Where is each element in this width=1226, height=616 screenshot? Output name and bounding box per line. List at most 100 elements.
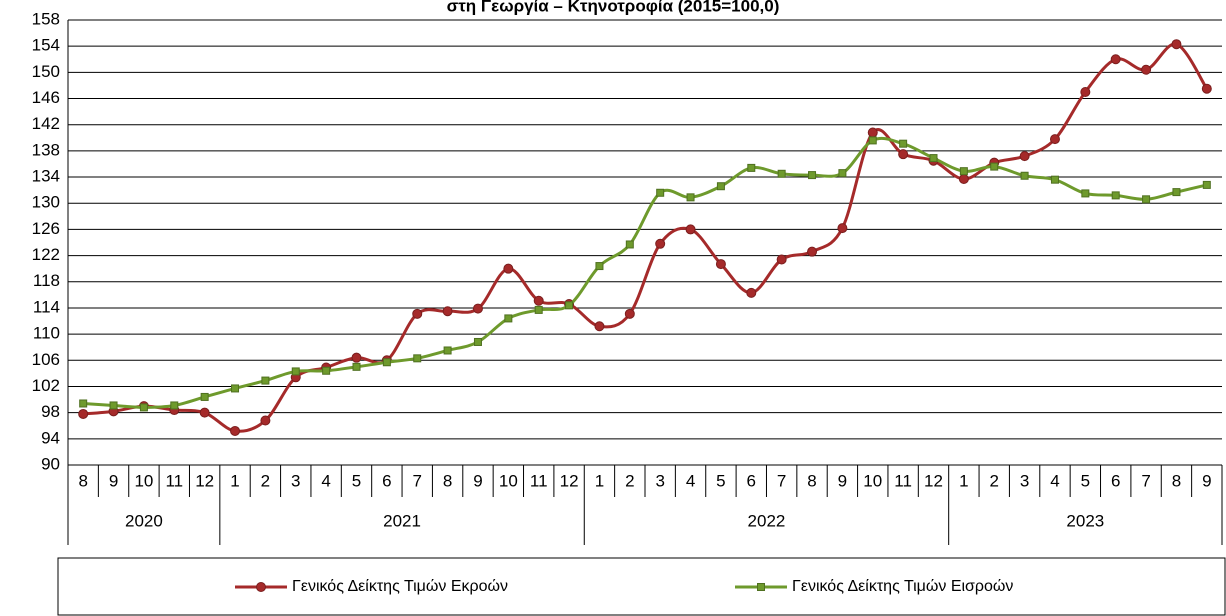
x-tick-label: 1 [230, 471, 239, 490]
x-tick-label: 3 [1020, 471, 1029, 490]
marker [959, 167, 968, 176]
legend-box [57, 557, 1226, 616]
y-tick-label: 122 [32, 245, 60, 264]
x-tick-label: 4 [686, 471, 695, 490]
marker [200, 392, 209, 401]
marker [899, 139, 908, 148]
marker [1172, 188, 1181, 197]
y-tick-label: 94 [41, 428, 60, 447]
x-tick-label: 12 [195, 471, 214, 490]
marker [170, 401, 179, 410]
marker [261, 376, 270, 385]
year-label: 2020 [125, 511, 163, 530]
marker [594, 321, 605, 332]
y-tick-label: 158 [32, 9, 60, 28]
marker [565, 301, 574, 310]
marker [1142, 195, 1151, 204]
marker [473, 337, 482, 346]
y-tick-label: 118 [33, 271, 60, 290]
marker [1081, 189, 1090, 198]
marker [260, 415, 271, 426]
x-tick-label: 9 [109, 471, 118, 490]
marker [757, 583, 765, 591]
x-tick-label: 2 [625, 471, 634, 490]
x-tick-label: 5 [716, 471, 725, 490]
y-tick-label: 138 [32, 140, 60, 159]
marker [1141, 64, 1152, 75]
marker [747, 163, 756, 172]
x-tick-label: 1 [595, 471, 604, 490]
x-tick-label: 2 [990, 471, 999, 490]
marker [807, 246, 818, 257]
y-tick-label: 102 [32, 376, 60, 395]
marker [808, 171, 817, 180]
marker [625, 240, 634, 249]
x-tick-label: 4 [321, 471, 330, 490]
marker [686, 193, 695, 202]
x-tick-label: 4 [1050, 471, 1059, 490]
x-tick-label: 12 [924, 471, 943, 490]
marker [503, 263, 514, 274]
y-tick-label: 110 [33, 324, 60, 343]
marker [472, 303, 483, 314]
x-tick-label: 6 [382, 471, 391, 490]
marker [231, 384, 240, 393]
marker [79, 399, 88, 408]
year-label: 2021 [383, 511, 421, 530]
x-tick-label: 7 [413, 471, 422, 490]
marker [351, 352, 362, 363]
marker [838, 169, 847, 178]
marker [1049, 134, 1060, 145]
x-tick-label: 8 [443, 471, 452, 490]
y-tick-label: 150 [32, 62, 60, 81]
x-tick-label: 3 [655, 471, 664, 490]
x-tick-label: 7 [1141, 471, 1150, 490]
marker [777, 169, 786, 178]
marker [352, 362, 361, 371]
marker [715, 259, 726, 270]
x-tick-label: 5 [1081, 471, 1090, 490]
marker [78, 408, 89, 419]
marker [746, 287, 757, 298]
marker [1201, 83, 1212, 94]
x-tick-label: 8 [78, 471, 87, 490]
x-tick-label: 9 [838, 471, 847, 490]
x-tick-label: 9 [473, 471, 482, 490]
x-tick-label: 9 [1202, 471, 1211, 490]
marker [1050, 175, 1059, 184]
marker [655, 238, 666, 249]
series-line [83, 136, 1208, 409]
marker [656, 188, 665, 197]
marker [1171, 39, 1182, 50]
x-tick-label: 11 [165, 471, 183, 490]
marker [534, 305, 543, 314]
marker [837, 223, 848, 234]
marker [533, 295, 544, 306]
marker [382, 358, 391, 367]
x-tick-label: 8 [807, 471, 816, 490]
x-tick-label: 10 [134, 471, 153, 490]
y-tick-label: 98 [41, 402, 60, 421]
marker [716, 182, 725, 191]
marker [139, 403, 148, 412]
marker [504, 314, 513, 323]
marker [867, 127, 878, 138]
y-tick-label: 126 [32, 219, 60, 238]
marker [230, 425, 241, 436]
marker [595, 262, 604, 271]
marker [413, 354, 422, 363]
marker [1020, 171, 1029, 180]
marker [898, 149, 909, 160]
y-tick-label: 130 [32, 193, 60, 212]
y-tick-label: 106 [32, 350, 60, 369]
marker [1019, 151, 1030, 162]
marker [442, 306, 453, 317]
x-tick-label: 12 [560, 471, 579, 490]
x-tick-label: 11 [530, 471, 548, 490]
year-label: 2022 [748, 511, 786, 530]
marker [443, 346, 452, 355]
marker [990, 162, 999, 171]
y-tick-label: 154 [32, 36, 60, 55]
y-tick-label: 142 [32, 114, 60, 133]
